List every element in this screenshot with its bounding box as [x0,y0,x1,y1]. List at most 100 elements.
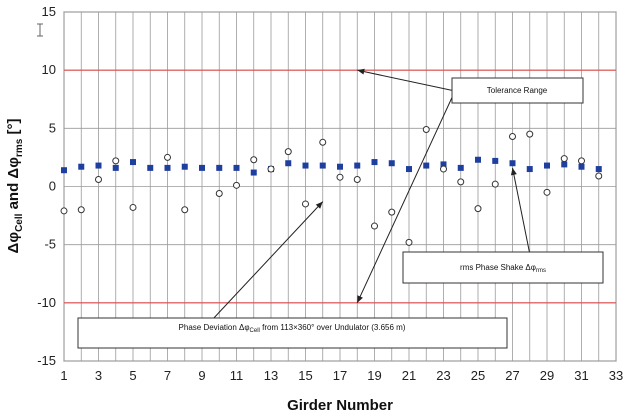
tolerance-lines [64,69,616,304]
cell-point [543,188,551,196]
rms-point [250,169,257,176]
y-tick-labels: -15 -10 -5 0 5 10 15 [37,4,56,368]
cell-point [267,165,275,173]
rms-point [337,163,343,170]
cell-point [250,156,258,164]
x-tick-label: 13 [264,368,278,383]
rms-point [319,162,326,169]
rms-point [423,162,430,169]
rms-point [595,166,602,173]
rms-point [233,164,240,171]
cell-point [509,132,516,140]
cell-point [77,206,85,214]
y-axis-label: ΔφCell and Δφrms [°] [5,119,25,254]
x-tick-label: 9 [198,368,205,383]
arrowhead [357,295,363,303]
rms-point [406,166,412,173]
x-tick-label: 19 [367,368,381,383]
y-tick-label: 10 [42,62,56,77]
rms-series [61,156,602,176]
annotation-arrow [356,90,456,304]
x-tick-label: 17 [333,368,347,383]
rms-point [578,163,585,170]
rms-point [354,162,361,169]
x-tick-label: 7 [164,368,171,383]
y-tick-label: 15 [42,4,56,19]
x-tick-label: 29 [540,368,554,383]
rms-point [130,159,136,166]
arrowhead [315,201,323,209]
y-tick-label: 0 [49,179,56,194]
annotation-arrow [357,69,456,92]
cell-point [371,222,378,230]
rms-point [492,157,499,164]
deviation-callout-text: Phase Deviation ΔφCell from 113×360° ove… [179,323,406,334]
cell-point [353,176,361,184]
rms-point [285,160,292,167]
y-tick-label: -5 [44,237,56,252]
rms-point [509,160,516,167]
x-tick-label: 5 [129,368,136,383]
x-tick-label: 11 [230,368,244,383]
deviation-callout-box [77,317,508,349]
cell-point [457,178,465,186]
rms-point [475,156,481,163]
rms-point [561,161,568,168]
rms-point [112,164,119,171]
rms-point [95,162,102,169]
cell-point [95,176,102,184]
annotation-arrows [211,68,531,321]
rms-point [216,164,223,171]
rms-point [371,159,378,166]
x-tick-label: 25 [471,368,485,383]
y-tick-label: -10 [37,295,56,310]
cell-point [405,238,413,246]
cell-point [164,153,171,161]
tolerance-callout-box [451,77,584,104]
cell-point [129,203,137,211]
cell-point [422,125,430,133]
cell-series [60,125,603,246]
cell-point [181,206,189,214]
cell-point [112,157,120,165]
rms-point [164,164,171,171]
rms-point [302,162,309,169]
y-tick-label: 5 [49,120,56,135]
cell-point [336,173,344,181]
arrowhead [510,167,517,176]
cell-point [560,155,568,163]
rms-point [457,164,464,171]
cell-point [284,148,292,156]
rms-callout-box [402,251,604,284]
x-tick-label: 27 [505,368,519,383]
cell-point [595,172,603,180]
cell-point [491,180,499,188]
rms-point [440,161,447,168]
cell-point [302,200,309,208]
cell-point [388,208,396,216]
arrowhead [357,68,365,75]
cell-point [319,138,327,146]
y-tick-label: -15 [37,353,56,368]
cell-point [526,130,534,138]
cell-point [578,157,585,165]
cell-point [60,207,68,215]
x-axis-label: Girder Number [287,397,393,414]
rms-point [78,163,85,170]
cell-point [233,181,240,189]
x-tick-label: 23 [436,368,450,383]
rms-point [61,167,67,174]
x-tick-label: 15 [298,368,312,383]
rms-point [526,166,533,173]
x-tick-label: 3 [95,368,102,383]
rms-point [199,164,205,171]
x-tick-label: 1 [60,368,67,383]
annotation-arrow [211,201,324,321]
rms-point [147,164,154,171]
rms-point [181,163,188,170]
rms-point [388,160,395,167]
x-tick-label: 31 [574,368,588,383]
text-cursor-icon [37,23,43,37]
tolerance-callout-text: Tolerance Range [487,86,548,95]
